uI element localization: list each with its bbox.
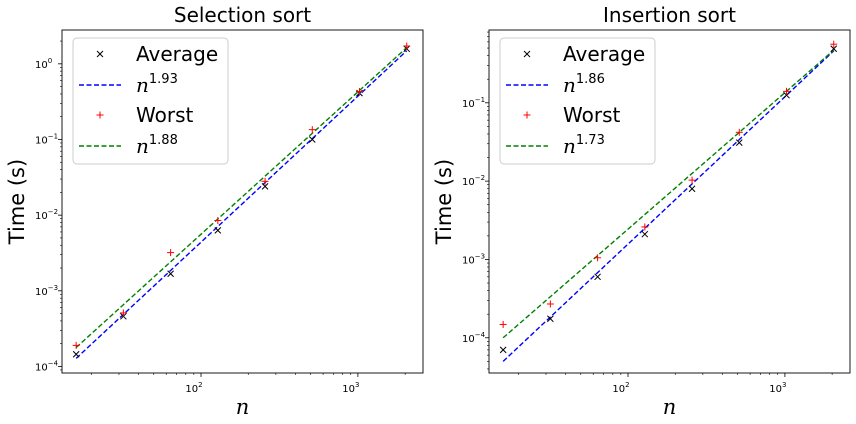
insertion-title: Insertion sort xyxy=(603,3,736,27)
insertion-y-tick-label: 10−2 xyxy=(462,174,485,188)
insertion-worst-point xyxy=(546,300,554,308)
insertion-x-tick-label: 103 xyxy=(769,381,786,395)
insertion-fit-line-3 xyxy=(502,49,835,339)
insertion-y-tick-label: 10−1 xyxy=(462,96,485,110)
insertion-worst-point xyxy=(641,223,649,231)
insertion-worst-point xyxy=(688,176,696,184)
selection-legend-label-3: n1.88 xyxy=(136,133,178,158)
selection-x-tick-label: 102 xyxy=(185,381,202,395)
selection-legend-label-0: Average xyxy=(136,42,218,66)
insertion-sort-panel: 102 103 10−4 10−3 10−2 10−1 Average n1.86 Worst n… xyxy=(432,3,851,419)
insertion-average-point xyxy=(830,45,838,53)
selection-legend-marker-2 xyxy=(96,111,104,119)
selection-y-tick-label: 10−1 xyxy=(35,132,58,146)
insertion-y-axis-label: Time (s) xyxy=(432,159,456,245)
selection-legend: Average n1.93 Worst n1.88 xyxy=(72,37,229,165)
selection-legend-label-1: n1.93 xyxy=(136,72,178,97)
selection-worst-point xyxy=(403,42,411,50)
insertion-worst-point xyxy=(594,254,602,262)
insertion-worst-point xyxy=(499,320,507,328)
insertion-average-point xyxy=(641,230,649,238)
insertion-legend-box xyxy=(499,37,656,165)
insertion-legend: Average n1.86 Worst n1.73 xyxy=(499,37,656,165)
selection-legend-label-2: Worst xyxy=(136,103,193,127)
selection-y-tick-label: 10−3 xyxy=(35,284,58,298)
selection-fit-line-3 xyxy=(75,47,408,349)
insertion-worst-point xyxy=(830,40,838,48)
selection-worst-point xyxy=(167,249,175,257)
selection-average-point xyxy=(214,226,222,234)
insertion-average-point xyxy=(547,315,554,323)
insertion-fit-line-1 xyxy=(502,50,835,362)
selection-worst-point xyxy=(119,309,127,317)
insertion-legend-label-0: Average xyxy=(563,42,645,66)
insertion-average-point xyxy=(594,273,601,281)
selection-x-tick-label: 103 xyxy=(342,381,359,395)
selection-sort-panel: 102 103 10−4 10−3 10−2 10−1 100 Average n1.93 Wor… xyxy=(5,3,424,419)
selection-legend-marker-0 xyxy=(96,50,104,58)
selection-average-point xyxy=(72,350,80,358)
selection-x-axis-label: n xyxy=(236,395,250,419)
insertion-legend-marker-2 xyxy=(523,111,531,119)
selection-plot-frame xyxy=(61,29,424,374)
selection-fit-line-1 xyxy=(75,50,408,359)
selection-worst-point xyxy=(261,177,269,185)
insertion-legend-label-1: n1.86 xyxy=(563,72,605,97)
selection-legend-box xyxy=(72,37,229,165)
selection-title: Selection sort xyxy=(174,3,311,27)
selection-y-tick-label: 100 xyxy=(35,57,52,71)
selection-average-point xyxy=(261,183,269,190)
insertion-average-point xyxy=(688,185,696,193)
insertion-y-tick-label: 10−3 xyxy=(462,252,485,266)
insertion-y-tick-label: 10−4 xyxy=(462,331,486,345)
selection-worst-point xyxy=(72,341,80,349)
insertion-legend-marker-0 xyxy=(523,50,531,58)
insertion-plot-frame xyxy=(488,29,851,374)
insertion-legend-label-3: n1.73 xyxy=(563,133,605,158)
selection-y-tick-label: 10−2 xyxy=(35,208,58,222)
selection-y-axis-label: Time (s) xyxy=(5,159,29,245)
selection-worst-point xyxy=(308,126,316,134)
selection-average-point xyxy=(167,270,174,278)
insertion-x-tick-label: 102 xyxy=(612,381,629,395)
selection-average-point xyxy=(308,136,316,143)
insertion-worst-point xyxy=(783,87,791,95)
selection-worst-point xyxy=(214,216,222,224)
selection-y-tick-label: 10−4 xyxy=(35,359,59,373)
insertion-worst-point xyxy=(735,128,743,136)
insertion-legend-label-2: Worst xyxy=(563,103,620,127)
insertion-average-point xyxy=(499,346,507,354)
insertion-x-axis-label: n xyxy=(663,395,677,419)
insertion-average-point xyxy=(783,91,790,99)
selection-worst-point xyxy=(356,88,364,96)
insertion-average-point xyxy=(735,139,743,146)
